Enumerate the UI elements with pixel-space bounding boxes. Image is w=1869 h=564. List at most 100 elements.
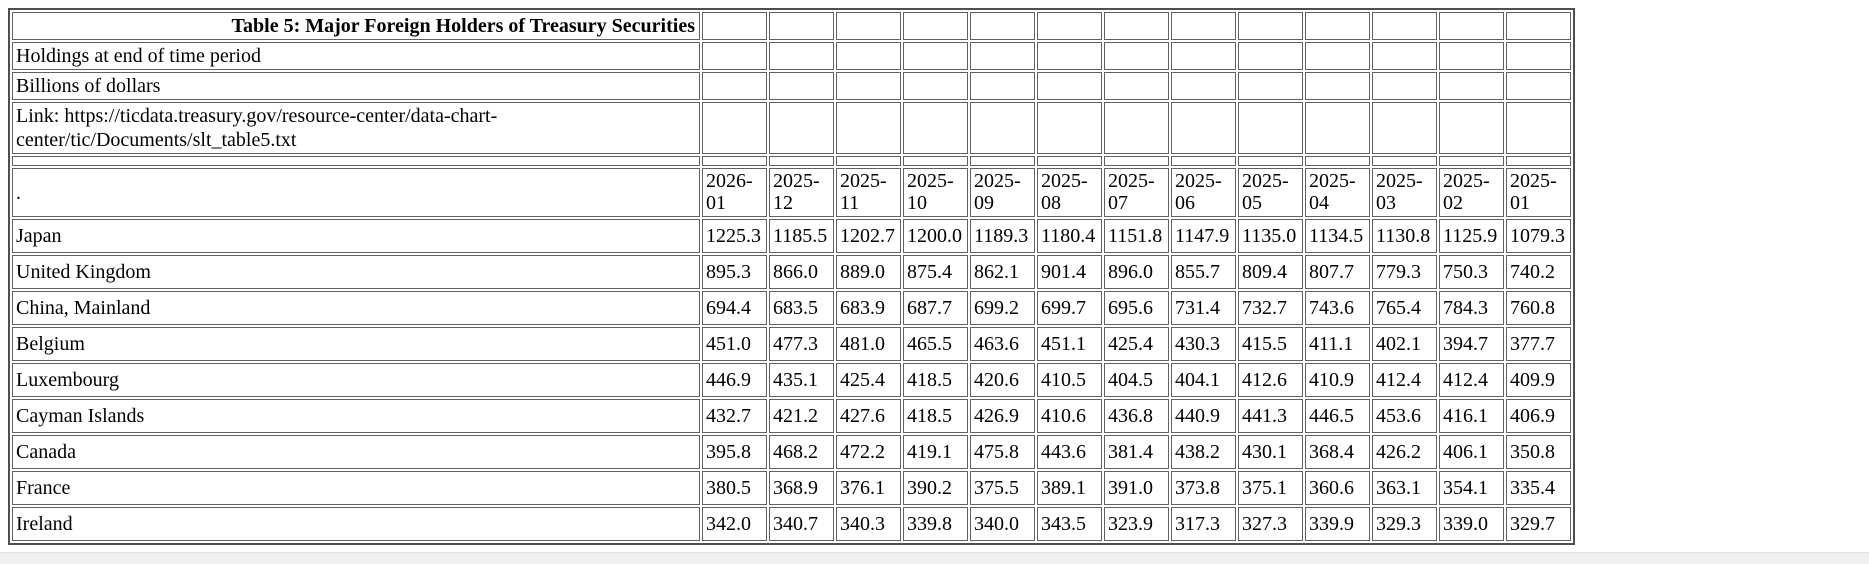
empty-cell (1037, 72, 1102, 100)
value-cell: 416.1 (1439, 399, 1504, 434)
empty-cell (1439, 12, 1504, 40)
empty-cell (12, 156, 700, 166)
column-header: 2025- 10 (903, 168, 968, 218)
value-cell: 475.8 (970, 435, 1035, 470)
header-row: Table 5: Major Foreign Holders of Treasu… (12, 12, 1571, 40)
empty-cell (1439, 42, 1504, 70)
empty-cell (769, 72, 834, 100)
value-cell: 451.0 (702, 327, 767, 362)
spacer-row (12, 156, 1571, 166)
header-row: Link: https://ticdata.treasury.gov/resou… (12, 102, 1571, 154)
row-label: Belgium (12, 327, 700, 362)
column-header: 2025- 03 (1372, 168, 1437, 218)
value-cell: 421.2 (769, 399, 834, 434)
holders-table: Table 5: Major Foreign Holders of Treasu… (8, 8, 1575, 546)
value-cell: 412.4 (1372, 363, 1437, 398)
empty-cell (702, 72, 767, 100)
value-cell: 391.0 (1104, 471, 1169, 506)
empty-cell (903, 156, 968, 166)
value-cell: 453.6 (1372, 399, 1437, 434)
value-cell: 743.6 (1305, 291, 1370, 326)
empty-cell (1506, 12, 1571, 40)
value-cell: 436.8 (1104, 399, 1169, 434)
empty-cell (1171, 102, 1236, 154)
value-cell: 389.1 (1037, 471, 1102, 506)
column-header: 2025- 09 (970, 168, 1035, 218)
value-cell: 368.4 (1305, 435, 1370, 470)
value-cell: 342.0 (702, 507, 767, 542)
table-row: Ireland 342.0 340.7 340.3 339.8 340.0 343.5 323… (12, 507, 1571, 542)
value-cell: 340.0 (970, 507, 1035, 542)
empty-cell (970, 72, 1035, 100)
value-cell: 373.8 (1171, 471, 1236, 506)
empty-cell (1104, 156, 1169, 166)
empty-cell (970, 12, 1035, 40)
value-cell: 695.6 (1104, 291, 1169, 326)
column-header: 2025- 12 (769, 168, 834, 218)
value-cell: 477.3 (769, 327, 834, 362)
value-cell: 340.3 (836, 507, 901, 542)
empty-cell (702, 42, 767, 70)
empty-cell (1037, 156, 1102, 166)
value-cell: 1147.9 (1171, 219, 1236, 254)
value-cell: 875.4 (903, 255, 968, 290)
value-cell: 339.9 (1305, 507, 1370, 542)
column-header: 2025- 01 (1506, 168, 1571, 218)
value-cell: 430.3 (1171, 327, 1236, 362)
value-cell: 317.3 (1171, 507, 1236, 542)
value-cell: 889.0 (836, 255, 901, 290)
value-cell: 340.7 (769, 507, 834, 542)
row-label: France (12, 471, 700, 506)
horizontal-scrollbar[interactable] (0, 552, 1869, 564)
value-cell: 412.6 (1238, 363, 1303, 398)
value-cell: 440.9 (1171, 399, 1236, 434)
empty-cell (1372, 12, 1437, 40)
empty-cell (836, 12, 901, 40)
table-row: United Kingdom 895.3 866.0 889.0 875.4 862.1 9… (12, 255, 1571, 290)
value-cell: 410.9 (1305, 363, 1370, 398)
value-cell: 418.5 (903, 399, 968, 434)
row-label: Canada (12, 435, 700, 470)
empty-cell (702, 12, 767, 40)
empty-cell (1238, 72, 1303, 100)
value-cell: 1151.8 (1104, 219, 1169, 254)
value-cell: 472.2 (836, 435, 901, 470)
empty-cell (970, 102, 1035, 154)
column-header: 2025- 08 (1037, 168, 1102, 218)
value-cell: 402.1 (1372, 327, 1437, 362)
empty-cell (1238, 42, 1303, 70)
column-header: 2025- 04 (1305, 168, 1370, 218)
value-cell: 463.6 (970, 327, 1035, 362)
empty-cell (769, 102, 834, 154)
value-cell: 740.2 (1506, 255, 1571, 290)
value-cell: 1125.9 (1439, 219, 1504, 254)
value-cell: 807.7 (1305, 255, 1370, 290)
value-cell: 404.5 (1104, 363, 1169, 398)
value-cell: 683.5 (769, 291, 834, 326)
value-cell: 779.3 (1372, 255, 1437, 290)
empty-cell (1037, 42, 1102, 70)
table-row: France 380.5 368.9 376.1 390.2 375.5 389.1 391.… (12, 471, 1571, 506)
empty-cell (903, 102, 968, 154)
value-cell: 426.2 (1372, 435, 1437, 470)
value-cell: 468.2 (769, 435, 834, 470)
value-cell: 446.5 (1305, 399, 1370, 434)
table-row: Canada 395.8 468.2 472.2 419.1 475.8 443.6 381.… (12, 435, 1571, 470)
table-row: Japan 1225.3 1185.5 1202.7 1200.0 1189.3 1180.… (12, 219, 1571, 254)
value-cell: 406.9 (1506, 399, 1571, 434)
value-cell: 343.5 (1037, 507, 1102, 542)
value-cell: 687.7 (903, 291, 968, 326)
empty-cell (1104, 12, 1169, 40)
value-cell: 441.3 (1238, 399, 1303, 434)
value-cell: 443.6 (1037, 435, 1102, 470)
value-cell: 1202.7 (836, 219, 901, 254)
column-header: 2025- 05 (1238, 168, 1303, 218)
table-row: Luxembourg 446.9 435.1 425.4 418.5 420.6 410.5… (12, 363, 1571, 398)
value-cell: 435.1 (769, 363, 834, 398)
empty-cell (1238, 12, 1303, 40)
empty-cell (1238, 102, 1303, 154)
value-cell: 410.6 (1037, 399, 1102, 434)
value-cell: 1130.8 (1372, 219, 1437, 254)
empty-cell (1506, 156, 1571, 166)
empty-cell (836, 72, 901, 100)
